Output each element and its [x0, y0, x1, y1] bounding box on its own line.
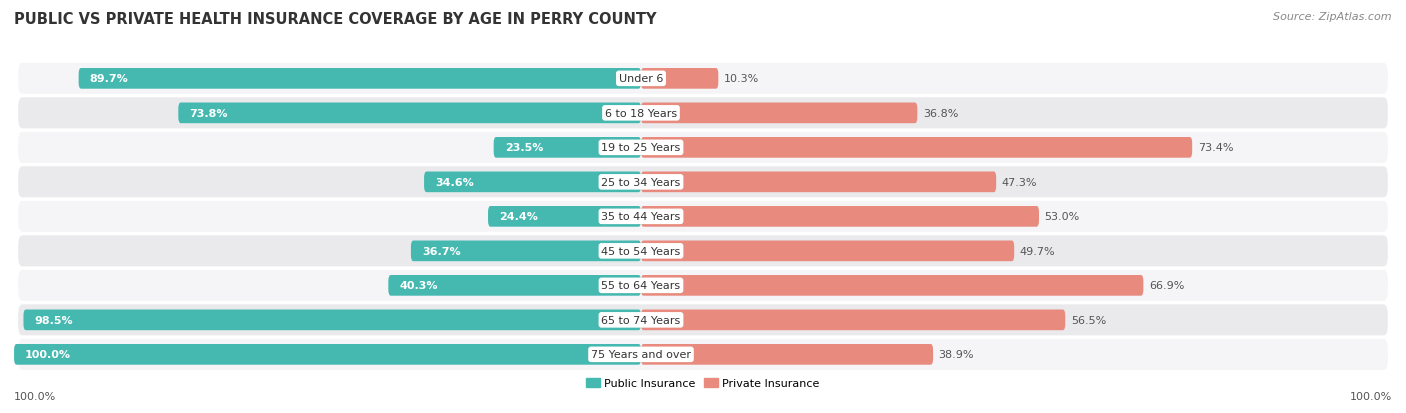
Text: 6 to 18 Years: 6 to 18 Years — [605, 109, 678, 119]
FancyBboxPatch shape — [488, 206, 641, 227]
FancyBboxPatch shape — [425, 172, 641, 193]
FancyBboxPatch shape — [18, 270, 1388, 301]
Text: 36.7%: 36.7% — [422, 246, 461, 256]
FancyBboxPatch shape — [411, 241, 641, 261]
FancyBboxPatch shape — [641, 103, 917, 124]
Text: 100.0%: 100.0% — [14, 391, 56, 401]
Text: 56.5%: 56.5% — [1071, 315, 1107, 325]
Text: 100.0%: 100.0% — [25, 349, 72, 359]
FancyBboxPatch shape — [14, 344, 641, 365]
FancyBboxPatch shape — [18, 236, 1388, 267]
FancyBboxPatch shape — [641, 241, 1014, 261]
FancyBboxPatch shape — [388, 275, 641, 296]
Text: 47.3%: 47.3% — [1001, 178, 1038, 188]
FancyBboxPatch shape — [79, 69, 641, 90]
Text: 73.8%: 73.8% — [190, 109, 228, 119]
Text: 66.9%: 66.9% — [1149, 281, 1184, 291]
Text: 40.3%: 40.3% — [399, 281, 437, 291]
FancyBboxPatch shape — [641, 172, 997, 193]
Text: 10.3%: 10.3% — [724, 74, 759, 84]
Text: 35 to 44 Years: 35 to 44 Years — [602, 212, 681, 222]
FancyBboxPatch shape — [641, 138, 1192, 158]
FancyBboxPatch shape — [18, 339, 1388, 370]
Text: 65 to 74 Years: 65 to 74 Years — [602, 315, 681, 325]
FancyBboxPatch shape — [494, 138, 641, 158]
FancyBboxPatch shape — [18, 64, 1388, 95]
FancyBboxPatch shape — [18, 98, 1388, 129]
Text: 38.9%: 38.9% — [939, 349, 974, 359]
Text: 89.7%: 89.7% — [90, 74, 128, 84]
Text: 75 Years and over: 75 Years and over — [591, 349, 690, 359]
Text: 98.5%: 98.5% — [35, 315, 73, 325]
Text: 19 to 25 Years: 19 to 25 Years — [602, 143, 681, 153]
FancyBboxPatch shape — [179, 103, 641, 124]
Text: 55 to 64 Years: 55 to 64 Years — [602, 281, 681, 291]
Text: Under 6: Under 6 — [619, 74, 664, 84]
FancyBboxPatch shape — [24, 310, 641, 330]
FancyBboxPatch shape — [18, 133, 1388, 164]
Text: 24.4%: 24.4% — [499, 212, 538, 222]
Text: 34.6%: 34.6% — [434, 178, 474, 188]
FancyBboxPatch shape — [641, 206, 1039, 227]
Text: 36.8%: 36.8% — [922, 109, 959, 119]
Text: 45 to 54 Years: 45 to 54 Years — [602, 246, 681, 256]
FancyBboxPatch shape — [641, 344, 934, 365]
Text: 23.5%: 23.5% — [505, 143, 543, 153]
Text: Source: ZipAtlas.com: Source: ZipAtlas.com — [1274, 12, 1392, 22]
Text: 49.7%: 49.7% — [1019, 246, 1056, 256]
Text: 73.4%: 73.4% — [1198, 143, 1233, 153]
Text: 100.0%: 100.0% — [1350, 391, 1392, 401]
FancyBboxPatch shape — [641, 69, 718, 90]
Text: 25 to 34 Years: 25 to 34 Years — [602, 178, 681, 188]
FancyBboxPatch shape — [18, 305, 1388, 335]
FancyBboxPatch shape — [18, 201, 1388, 232]
FancyBboxPatch shape — [641, 275, 1143, 296]
FancyBboxPatch shape — [18, 167, 1388, 198]
Text: PUBLIC VS PRIVATE HEALTH INSURANCE COVERAGE BY AGE IN PERRY COUNTY: PUBLIC VS PRIVATE HEALTH INSURANCE COVER… — [14, 12, 657, 27]
Legend: Public Insurance, Private Insurance: Public Insurance, Private Insurance — [582, 373, 824, 393]
FancyBboxPatch shape — [641, 310, 1066, 330]
Text: 53.0%: 53.0% — [1045, 212, 1080, 222]
